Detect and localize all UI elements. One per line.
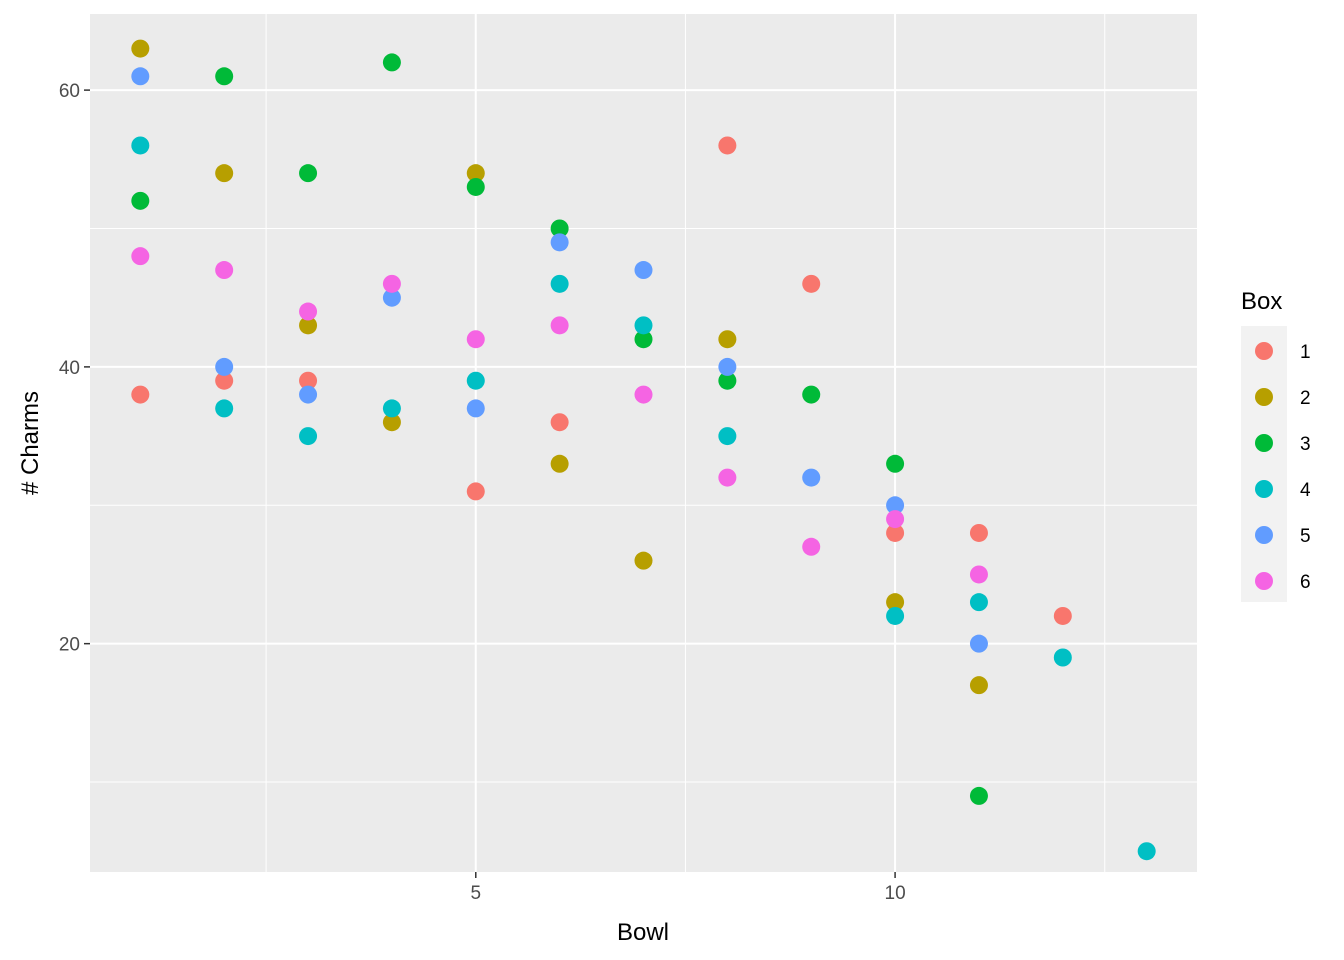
legend-label-box-6: 6: [1300, 572, 1311, 593]
data-point-box-4: [969, 593, 988, 612]
data-point-box-6: [969, 565, 988, 584]
data-point-box-5: [466, 399, 485, 418]
data-point-box-5: [969, 634, 988, 653]
data-point-box-3: [299, 164, 318, 183]
data-point-box-4: [299, 427, 318, 446]
data-point-box-1: [1053, 606, 1072, 625]
data-point-box-2: [886, 593, 905, 612]
data-point-box-5: [131, 67, 150, 86]
data-point-box-3: [550, 219, 569, 238]
data-point-box-3: [969, 786, 988, 805]
data-point-box-3: [718, 371, 737, 390]
legend-label-box-4: 4: [1300, 480, 1311, 501]
x-axis: 5 10: [470, 872, 906, 904]
minor-gridlines: [90, 14, 1197, 872]
data-point-box-4: [1137, 842, 1156, 861]
data-points: [131, 39, 1156, 861]
data-point-box-6: [550, 316, 569, 335]
data-point-box-3: [382, 53, 401, 72]
data-point-box-4: [718, 427, 737, 446]
legend-title: Box: [1241, 288, 1282, 315]
major-gridlines: [90, 14, 1197, 872]
data-point-box-1: [215, 371, 234, 390]
y-axis-title: # Charms: [17, 391, 44, 495]
data-point-box-1: [131, 385, 150, 404]
data-point-box-2: [969, 676, 988, 695]
data-point-box-2: [718, 330, 737, 349]
data-point-box-3: [634, 330, 653, 349]
legend-key-box-2: [1255, 388, 1273, 406]
data-point-box-3: [466, 177, 485, 196]
data-point-box-2: [215, 164, 234, 183]
data-point-box-6: [131, 247, 150, 266]
data-point-box-5: [382, 288, 401, 307]
data-point-box-1: [466, 482, 485, 501]
y-axis: 20 40 60: [59, 81, 90, 656]
data-point-box-2: [131, 39, 150, 58]
legend-key-background: [1241, 326, 1287, 602]
data-point-box-4: [886, 606, 905, 625]
data-point-box-4: [550, 274, 569, 293]
x-axis-title: Bowl: [617, 919, 669, 946]
data-point-box-6: [718, 468, 737, 487]
data-point-box-2: [466, 164, 485, 183]
data-point-box-5: [299, 385, 318, 404]
panel-background: [90, 14, 1197, 872]
data-point-box-6: [634, 385, 653, 404]
legend-key-box-5: [1255, 526, 1273, 544]
data-point-box-3: [802, 385, 821, 404]
data-point-box-2: [299, 316, 318, 335]
data-point-box-6: [382, 274, 401, 293]
data-point-box-6: [215, 261, 234, 280]
legend: Box 1 2 3 4 5 6: [1241, 288, 1311, 602]
data-point-box-2: [634, 551, 653, 570]
data-point-box-5: [886, 496, 905, 515]
legend-label-box-2: 2: [1300, 388, 1311, 409]
data-point-box-3: [215, 67, 234, 86]
data-point-box-6: [299, 302, 318, 321]
data-point-box-1: [802, 274, 821, 293]
y-tick-label: 20: [59, 635, 80, 656]
legend-label-box-3: 3: [1300, 434, 1311, 455]
data-point-box-1: [969, 523, 988, 542]
legend-key-box-6: [1255, 572, 1273, 590]
data-point-box-1: [550, 413, 569, 432]
data-point-box-4: [131, 136, 150, 155]
data-point-box-1: [886, 523, 905, 542]
data-point-box-5: [718, 357, 737, 376]
data-point-box-4: [1053, 648, 1072, 667]
x-tick-label: 10: [885, 883, 906, 904]
data-point-box-6: [802, 537, 821, 556]
data-point-box-3: [131, 191, 150, 210]
legend-key-box-1: [1255, 342, 1273, 360]
data-point-box-4: [215, 399, 234, 418]
legend-label-box-1: 1: [1300, 342, 1311, 363]
data-point-box-4: [634, 316, 653, 335]
data-point-box-5: [215, 357, 234, 376]
legend-label-box-5: 5: [1300, 526, 1311, 547]
y-tick-label: 40: [59, 358, 80, 379]
data-point-box-4: [466, 371, 485, 390]
y-tick-label: 60: [59, 81, 80, 102]
data-point-box-4: [382, 399, 401, 418]
data-point-box-1: [299, 371, 318, 390]
data-point-box-5: [802, 468, 821, 487]
legend-key-box-4: [1255, 480, 1273, 498]
data-point-box-1: [718, 136, 737, 155]
data-point-box-5: [550, 233, 569, 252]
data-point-box-6: [466, 330, 485, 349]
data-point-box-6: [886, 510, 905, 529]
x-tick-label: 5: [470, 883, 481, 904]
data-point-box-3: [886, 454, 905, 473]
data-point-box-2: [382, 413, 401, 432]
legend-key-box-3: [1255, 434, 1273, 452]
data-point-box-5: [634, 261, 653, 280]
data-point-box-2: [550, 454, 569, 473]
